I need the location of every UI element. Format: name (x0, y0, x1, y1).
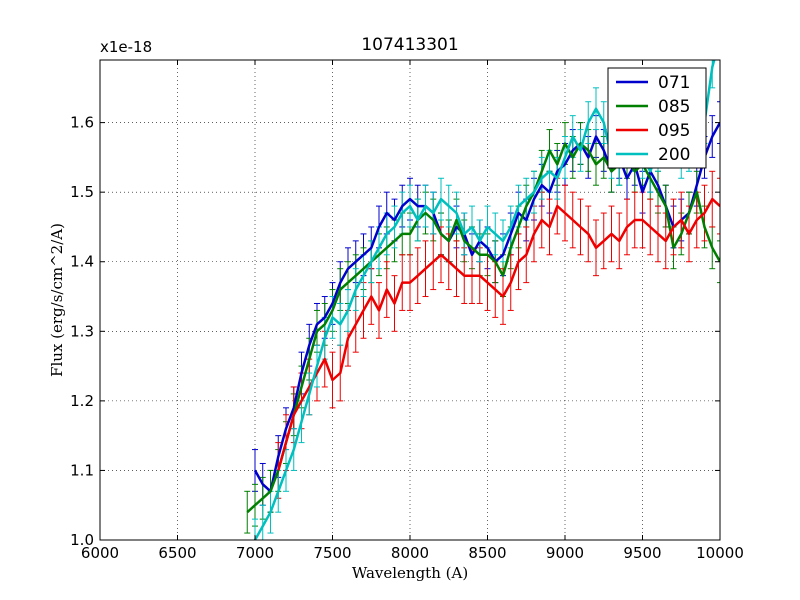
x-tick-label: 8500 (468, 544, 506, 562)
legend-label-085: 085 (658, 97, 690, 117)
y-tick-label: 1.5 (70, 183, 94, 201)
x-tick-label: 9500 (623, 544, 661, 562)
x-tick-label: 8000 (391, 544, 429, 562)
y-offset-label: x1e-18 (100, 38, 152, 56)
data-layer (244, 60, 720, 540)
series-095 (275, 170, 720, 499)
x-tick-label: 7000 (236, 544, 274, 562)
ticks: 6000 6500 7000 7500 8000 8500 9000 9500 10000 1.0… (70, 60, 744, 562)
y-tick-label: 1.4 (70, 253, 94, 271)
series-line-071 (253, 121, 720, 493)
x-axis-label: Wavelength (A) (352, 564, 468, 582)
legend-label-095: 095 (658, 121, 690, 141)
y-tick-label: 1.3 (70, 322, 94, 340)
x-tick-label: 10000 (696, 544, 744, 562)
legend-label-071: 071 (658, 73, 690, 93)
x-tick-label: 6500 (158, 544, 196, 562)
x-tick-label: 9000 (546, 544, 584, 562)
legend-box (607, 67, 707, 169)
y-tick-label: 1.2 (70, 392, 94, 410)
x-tick-label: 7500 (313, 544, 351, 562)
legend-label-200: 200 (658, 145, 690, 165)
y-tick-label: 1.1 (70, 461, 94, 479)
legend: 071 085 095 200 (607, 67, 707, 169)
series-line-095 (277, 197, 720, 471)
y-tick-label: 1.0 (70, 531, 94, 549)
x-tick-label: 6000 (81, 544, 119, 562)
y-axis-label: Flux (erg/s/cm^2/A) (48, 223, 66, 377)
y-tick-label: 1.6 (70, 114, 94, 132)
chart-title: 107413301 (361, 35, 458, 55)
